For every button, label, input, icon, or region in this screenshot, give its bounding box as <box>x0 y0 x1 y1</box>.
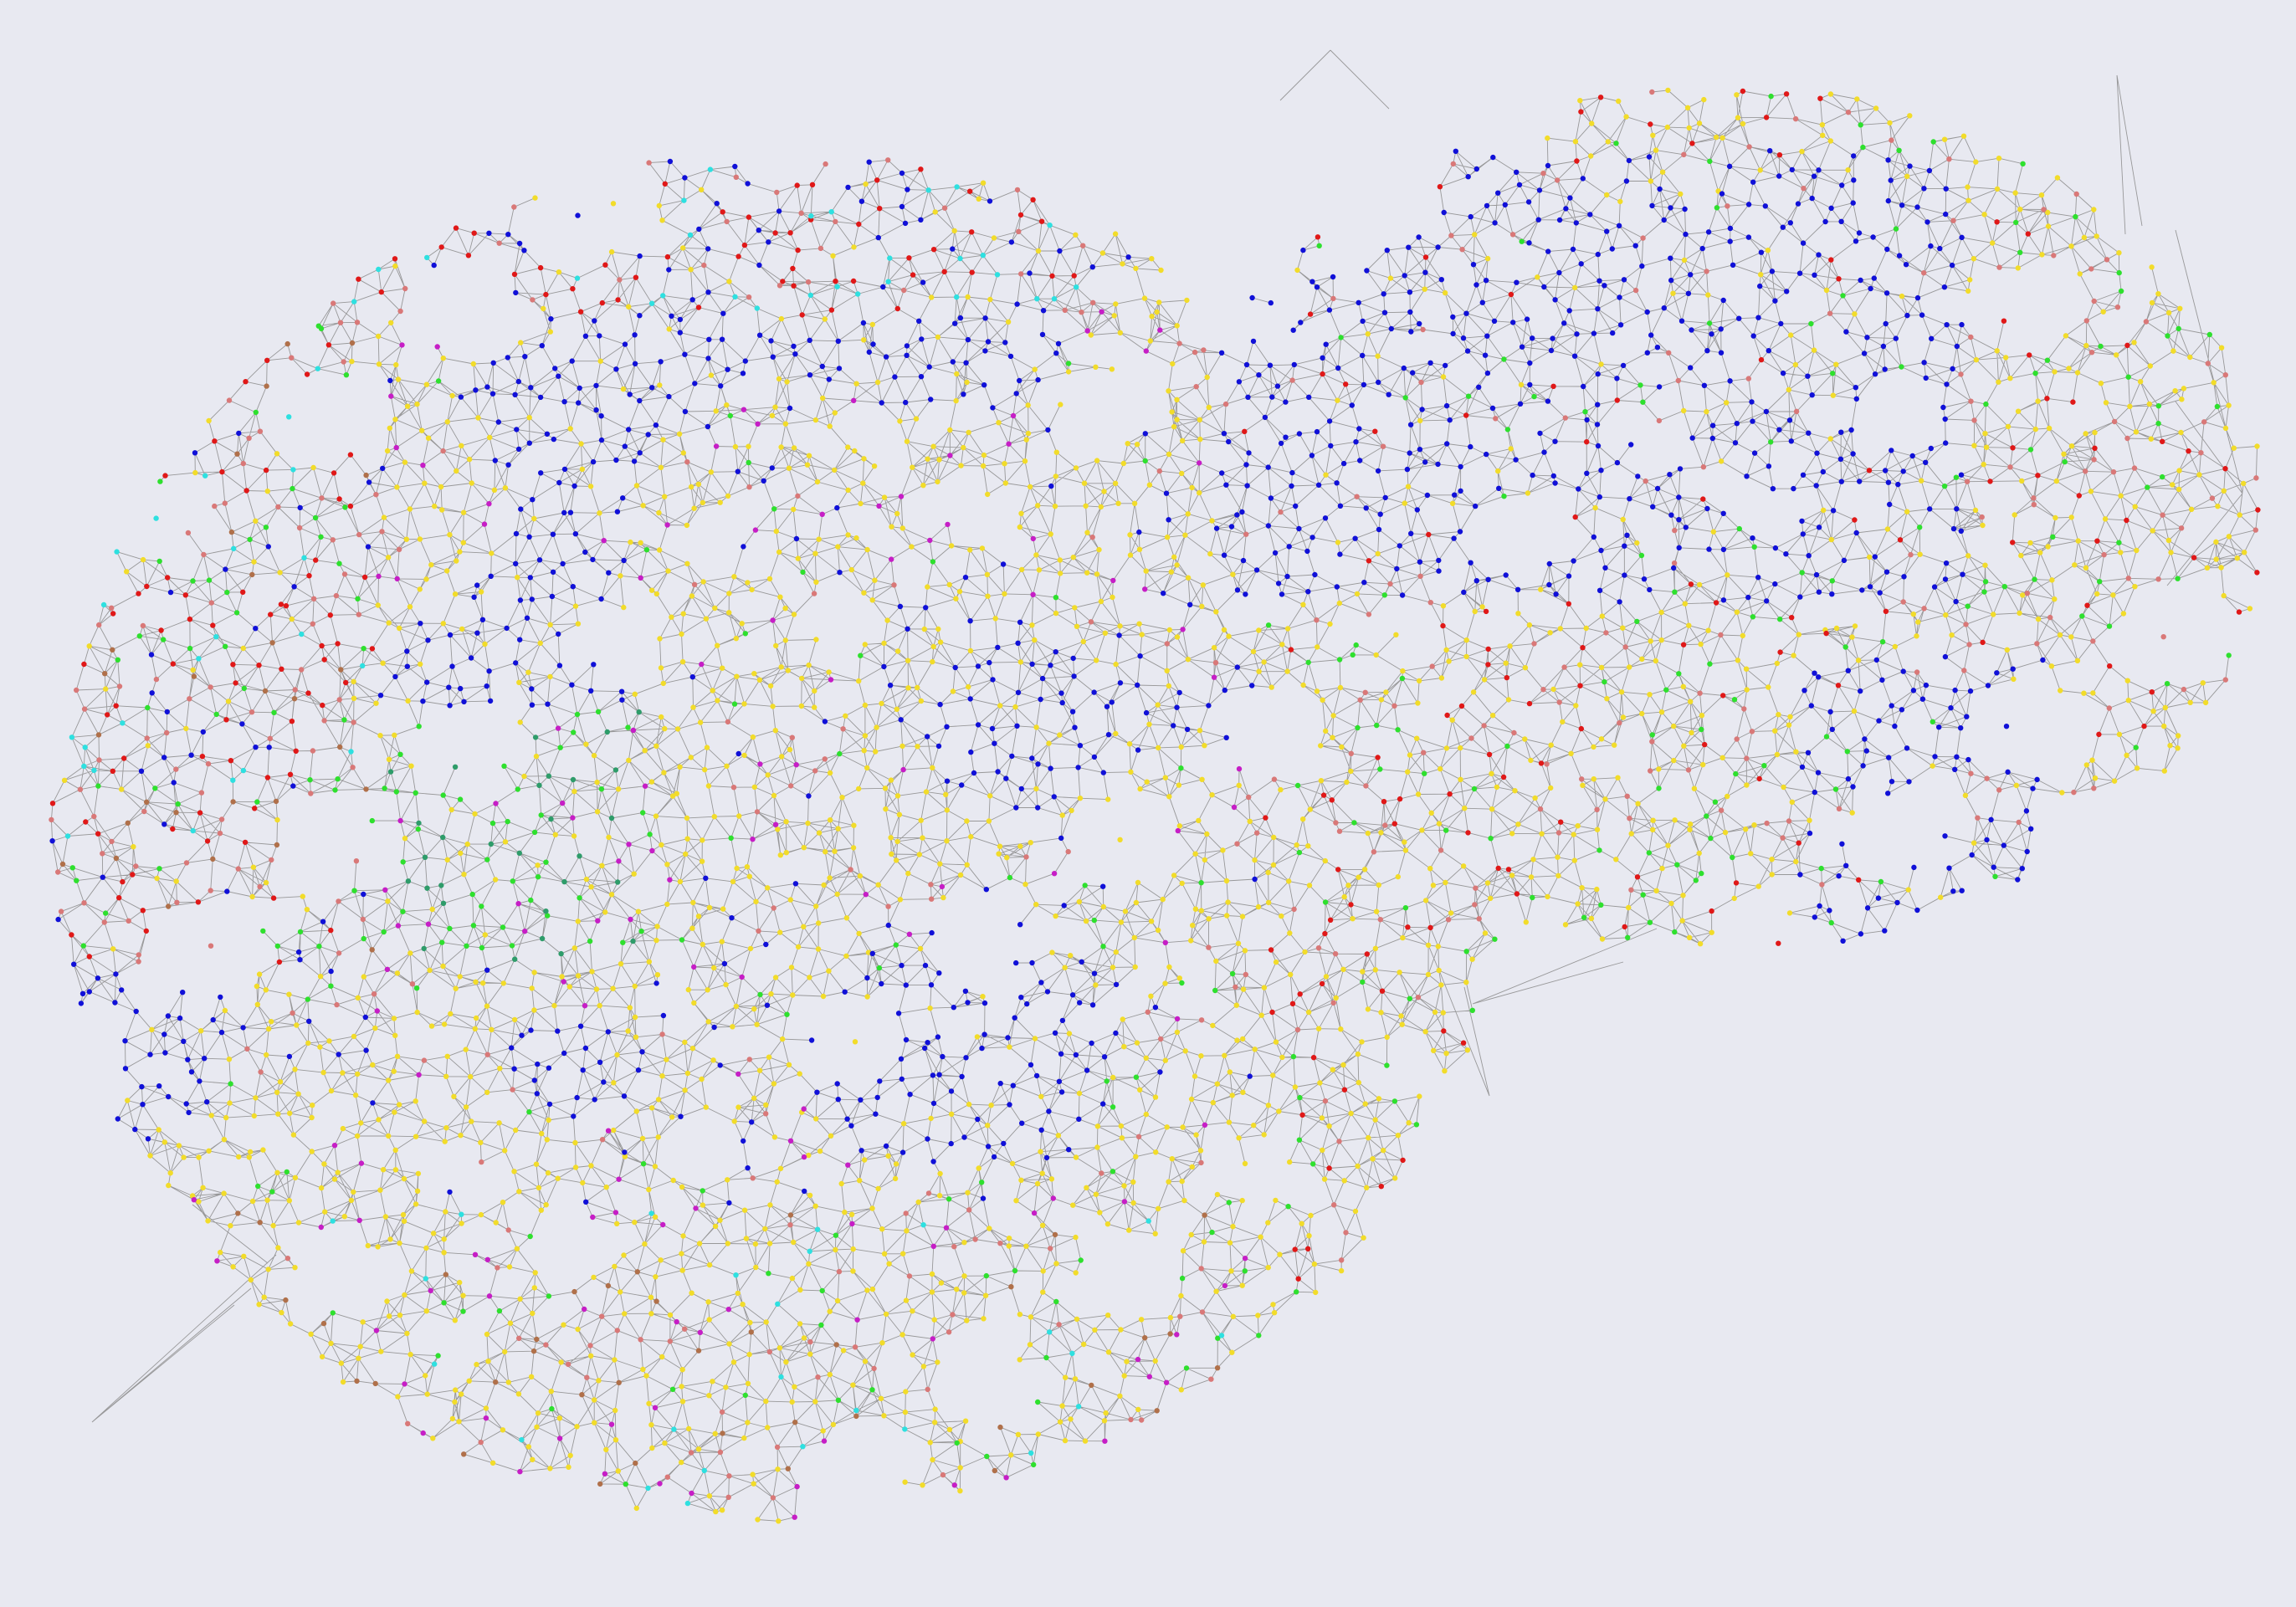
edge-layer <box>50 49 2258 1522</box>
graph-nodes <box>49 148 2046 1206</box>
node-layer <box>49 87 2261 1524</box>
graph-edges <box>50 49 2258 1522</box>
